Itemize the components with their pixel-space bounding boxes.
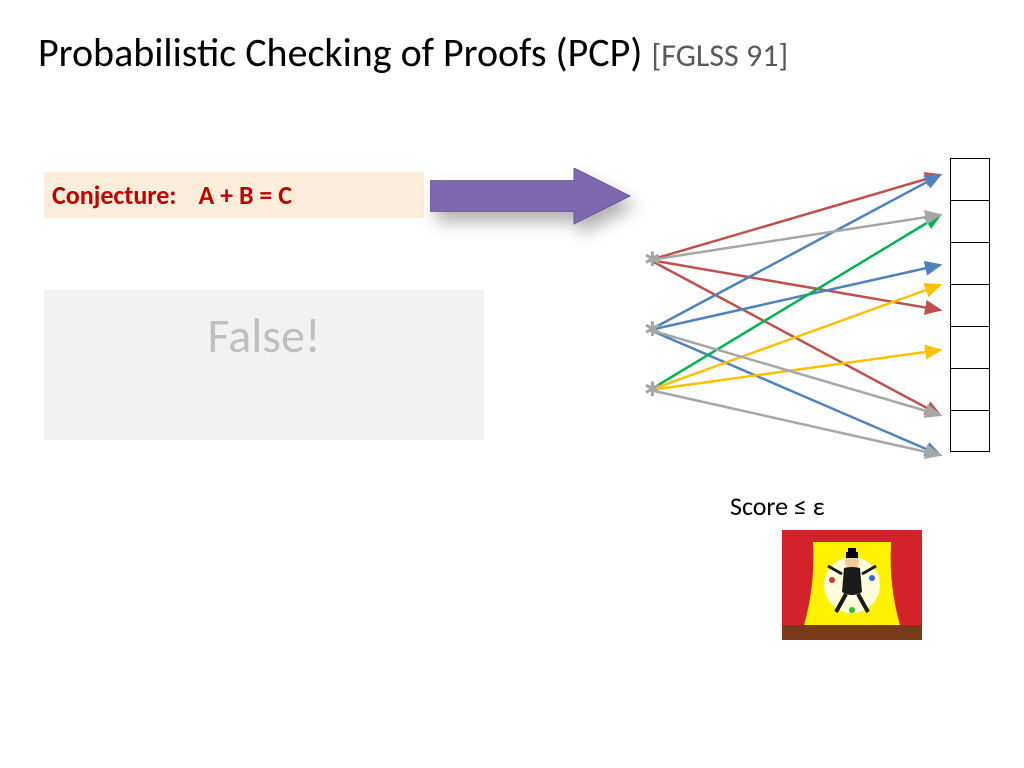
conjecture-box: Conjecture: A + B = C (44, 172, 424, 218)
proof-arrows-diagram: ✱ ✱ ✱ (640, 155, 960, 475)
conjecture-formula: A + B = C (198, 179, 292, 211)
grid-cell (950, 326, 990, 368)
stage-performer-icon (782, 530, 922, 640)
title-citation: [FGLSS 91] (651, 36, 788, 75)
svg-text:✱: ✱ (644, 318, 661, 342)
slide-title: Probabilistic Checking of Proofs (PCP) [… (38, 28, 788, 78)
false-box: False! (44, 290, 484, 440)
grid-cell (950, 368, 990, 410)
false-text: False! (207, 306, 320, 365)
grid-cell (950, 158, 990, 200)
grid-cell (950, 200, 990, 242)
title-main: Probabilistic Checking of Proofs (PCP) (38, 28, 642, 77)
conjecture-label: Conjecture: (52, 179, 176, 211)
grid-cell (950, 242, 990, 284)
proof-grid (950, 158, 990, 452)
grid-cell (950, 410, 990, 452)
svg-text:✱: ✱ (644, 248, 661, 272)
big-arrow-icon (430, 168, 640, 228)
svg-text:✱: ✱ (644, 378, 661, 402)
grid-cell (950, 284, 990, 326)
score-label: Score ≤ ε (730, 490, 825, 522)
